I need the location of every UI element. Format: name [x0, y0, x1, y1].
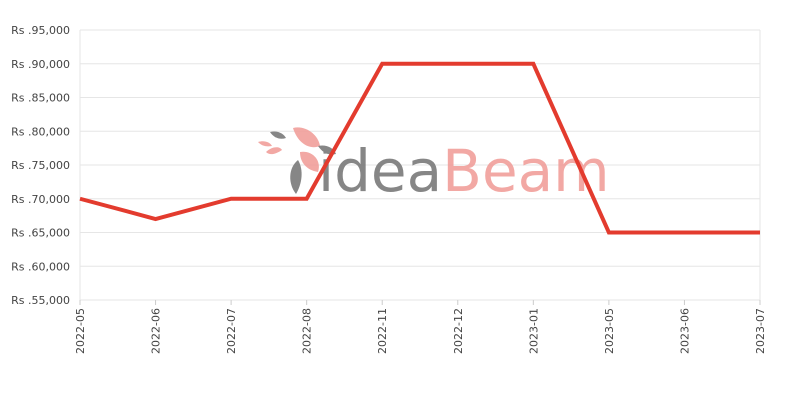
y-tick-label: Rs .95,000	[11, 24, 70, 37]
axes	[79, 30, 761, 305]
x-tick-label: 2022-11	[376, 308, 389, 354]
x-axis-tick-labels: 2022-05 2022-06 2022-07 2022-08 2022-11 2022-…	[74, 308, 767, 354]
y-tick-label: Rs .70,000	[11, 193, 70, 206]
x-tick-label: 2023-06	[678, 308, 691, 354]
y-tick-label: Rs .60,000	[11, 260, 70, 273]
y-tick-label: Rs .80,000	[11, 125, 70, 138]
ideabeam-logo-icon	[258, 127, 336, 194]
watermark-text-idea: idea	[318, 137, 442, 205]
x-tick-label: 2022-07	[225, 308, 238, 354]
x-tick-label: 2022-08	[301, 308, 314, 354]
x-tick-label: 2023-01	[527, 308, 540, 354]
series-layer	[79, 61, 760, 235]
ideabeam-watermark: ideaBeam	[258, 127, 610, 205]
x-tick-label: 2023-07	[754, 308, 767, 354]
x-tick-label: 2022-05	[74, 308, 87, 354]
y-axis-tick-labels: Rs .55,000 Rs .60,000 Rs .65,000 Rs .70,000…	[11, 24, 70, 307]
x-tick-label: 2022-12	[452, 308, 465, 354]
y-tick-label: Rs .85,000	[11, 92, 70, 105]
y-tick-label: Rs .65,000	[11, 227, 70, 240]
watermark-text: ideaBeam	[318, 137, 610, 205]
y-tick-label: Rs .90,000	[11, 58, 70, 71]
y-tick-label: Rs .55,000	[11, 294, 70, 307]
grid-lines	[80, 29, 760, 301]
x-tick-label: 2023-05	[603, 308, 616, 354]
x-tick-label: 2022-06	[150, 308, 163, 354]
y-tick-label: Rs .75,000	[11, 159, 70, 172]
price-series-line	[79, 61, 760, 235]
watermark-text-beam: Beam	[442, 137, 610, 205]
